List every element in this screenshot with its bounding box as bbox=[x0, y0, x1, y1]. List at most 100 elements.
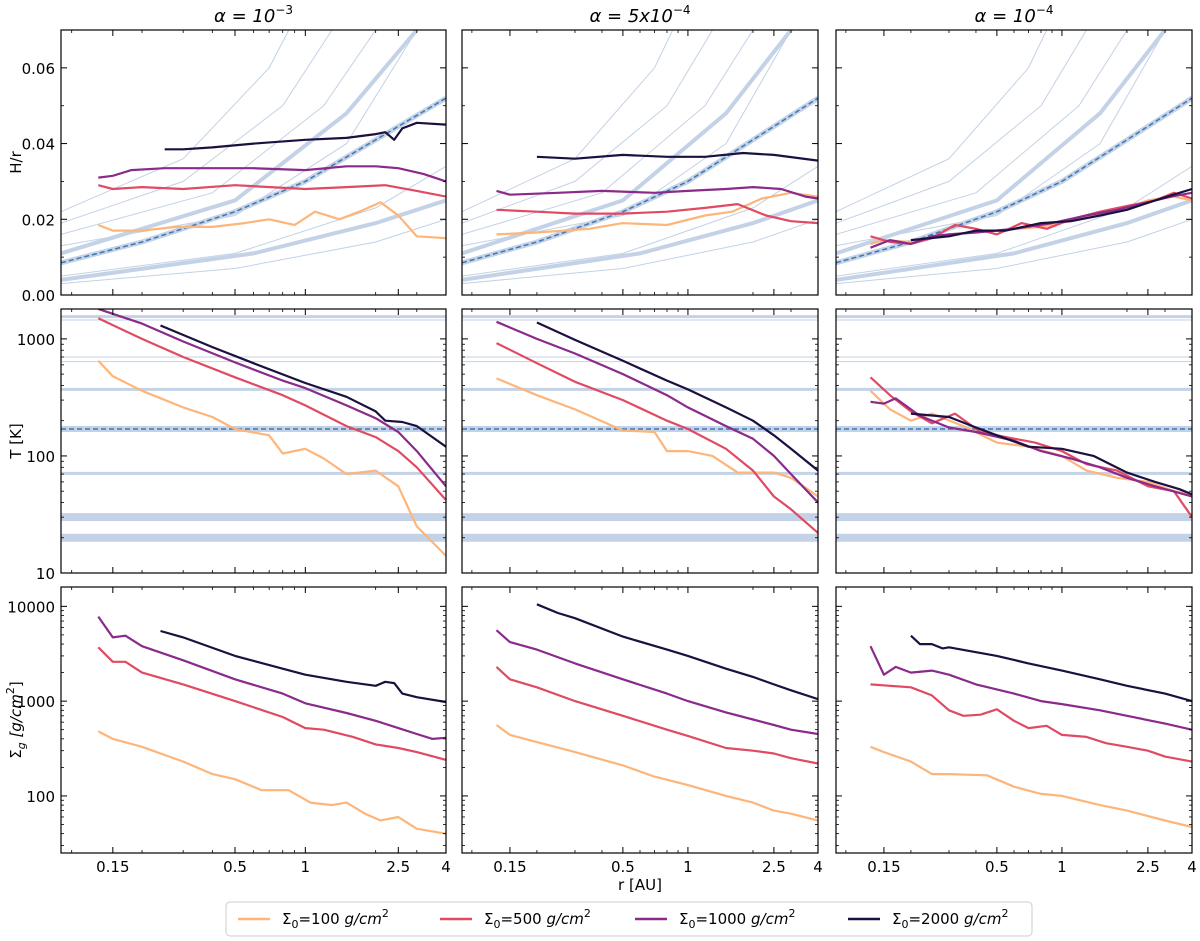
legend: Σ0=100 g/cm2 Σ0=500 g/cm2 Σ0=1000 g/cm2 Σ0=… bbox=[225, 901, 1033, 937]
panel-frame bbox=[60, 586, 447, 854]
text-part: 2 bbox=[382, 907, 389, 920]
reference-curve-thin bbox=[61, 30, 333, 224]
x-tick-label: 0.5 bbox=[611, 858, 635, 876]
text-part: α = 10 bbox=[214, 6, 275, 27]
text-part: Σ bbox=[282, 910, 291, 928]
series-line bbox=[164, 121, 446, 151]
x-tick-label: 4 bbox=[441, 858, 451, 876]
legend-label: Σ0=1000 g/cm2 bbox=[679, 907, 795, 931]
text-part: H/r bbox=[7, 150, 25, 173]
y-tick-label: 0.06 bbox=[22, 60, 55, 78]
text-part: α = 10 bbox=[975, 6, 1036, 27]
y-tick-label: 0.02 bbox=[22, 211, 55, 229]
series-line bbox=[97, 201, 446, 240]
x-tick-label: 1 bbox=[683, 858, 693, 876]
panel-r0-c0: 0.00 0.02 0.04 0.06 bbox=[22, 29, 447, 305]
series-line bbox=[496, 320, 818, 504]
y-tick-label: 1000 bbox=[17, 693, 55, 711]
reference-curve-thick bbox=[61, 30, 419, 256]
y-tick-label: 100 bbox=[26, 788, 55, 806]
reference-curve-thin bbox=[462, 30, 792, 247]
legend-item: Σ0=1000 g/cm2 bbox=[635, 907, 795, 931]
text-part: g/cm bbox=[344, 910, 381, 928]
panel-r1-c1 bbox=[461, 308, 819, 574]
x-tick-label: 0.15 bbox=[96, 858, 129, 876]
x-tick-label: 2.5 bbox=[386, 858, 410, 876]
series-line bbox=[910, 634, 1192, 703]
text-part: =1000 bbox=[695, 910, 751, 928]
panel-plot-area bbox=[61, 30, 446, 285]
legend-item: Σ0=500 g/cm2 bbox=[440, 907, 591, 931]
panel-plot-area bbox=[462, 30, 818, 285]
series-line bbox=[536, 151, 818, 162]
x-tick-label: 1 bbox=[1057, 858, 1067, 876]
reference-curve-thin bbox=[61, 165, 446, 277]
reference-curve-thin bbox=[836, 165, 1192, 277]
x-tick-label: 0.15 bbox=[493, 858, 526, 876]
panel-r2-c1: 0.15 0.5 1 2.5 4 bbox=[461, 586, 823, 876]
series-line bbox=[97, 360, 446, 557]
text-part: g bbox=[15, 742, 28, 749]
series-line bbox=[495, 629, 818, 736]
text-part: Σ bbox=[892, 910, 901, 928]
series-line bbox=[910, 412, 1192, 496]
panel-r1-c0: 10 100 1000 bbox=[17, 308, 447, 583]
reference-curve-thin bbox=[836, 30, 1087, 224]
series-line bbox=[97, 317, 446, 501]
x-tick-label: 4 bbox=[1187, 858, 1197, 876]
text-part: 0 bbox=[291, 918, 298, 931]
legend-item: Σ0=2000 g/cm2 bbox=[848, 907, 1008, 931]
text-part: −4 bbox=[673, 3, 691, 17]
legend-box bbox=[225, 901, 1033, 937]
x-tick-label: 2.5 bbox=[762, 858, 786, 876]
series-line bbox=[97, 309, 446, 488]
text-part: 0 bbox=[688, 918, 695, 931]
series-line bbox=[495, 724, 818, 822]
text-part: Σ bbox=[7, 749, 25, 758]
x-tick-label: 0.15 bbox=[867, 858, 900, 876]
series-line bbox=[496, 377, 818, 498]
text-part: T [K] bbox=[7, 423, 25, 459]
series-line bbox=[97, 730, 446, 835]
series-line bbox=[160, 324, 446, 448]
reference-curve-thin bbox=[462, 30, 674, 213]
reference-curve-thin bbox=[462, 218, 818, 285]
reference-curve-thin bbox=[836, 218, 1192, 285]
text-part: 2 bbox=[4, 687, 17, 694]
panel-r1-c2 bbox=[835, 308, 1193, 574]
text-part: 0 bbox=[901, 918, 908, 931]
reference-dashed-curve bbox=[462, 97, 818, 264]
reference-curve-thick bbox=[836, 30, 1167, 256]
panel-plot-area bbox=[836, 315, 1192, 542]
reference-curve-thin bbox=[836, 30, 1128, 235]
column-title: α = 10−4 bbox=[975, 3, 1054, 27]
reference-curve-thin bbox=[462, 30, 754, 235]
reference-curve-thick bbox=[462, 198, 818, 282]
reference-curve-thick bbox=[61, 198, 446, 282]
series-line bbox=[910, 187, 1192, 242]
reference-curve-thick bbox=[836, 198, 1192, 282]
series-line bbox=[495, 666, 818, 765]
x-tick-label: 1 bbox=[301, 858, 311, 876]
series-line bbox=[536, 603, 818, 701]
panel-r2-c2: 0.15 0.5 1 2.5 4 bbox=[835, 586, 1197, 876]
reference-dashed-curve bbox=[836, 97, 1192, 264]
legend-item: Σ0=100 g/cm2 bbox=[238, 907, 389, 931]
text-part: g/cm bbox=[751, 910, 788, 928]
text-part: Σ bbox=[484, 910, 493, 928]
y-tick-label: 100 bbox=[26, 448, 55, 466]
x-tick-label: 4 bbox=[813, 858, 823, 876]
reference-curve-thin bbox=[462, 30, 713, 224]
text-part: 2 bbox=[1001, 907, 1008, 920]
legend-label: Σ0=500 g/cm2 bbox=[484, 907, 591, 931]
panel-r0-c1 bbox=[461, 29, 819, 296]
text-part: 0 bbox=[493, 918, 500, 931]
column-title: α = 5x10−4 bbox=[589, 3, 690, 27]
y-axis-label: Σg [g/cm2] bbox=[4, 681, 28, 758]
y-tick-label: 0.00 bbox=[22, 287, 55, 305]
x-tick-label: 0.5 bbox=[985, 858, 1009, 876]
series-line bbox=[496, 191, 818, 236]
legend-label: Σ0=2000 g/cm2 bbox=[892, 907, 1008, 931]
series-line bbox=[870, 683, 1192, 763]
